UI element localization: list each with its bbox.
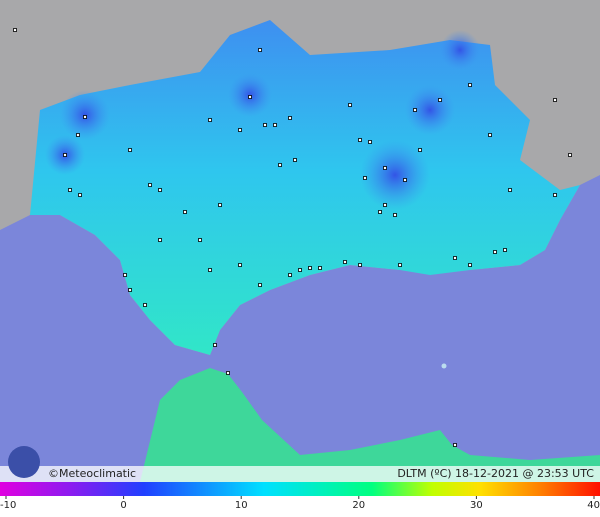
stations bbox=[13, 28, 572, 447]
station bbox=[78, 193, 82, 197]
station bbox=[308, 266, 312, 270]
station bbox=[218, 203, 222, 207]
station bbox=[238, 263, 242, 267]
station bbox=[318, 266, 322, 270]
station bbox=[438, 98, 442, 102]
station bbox=[503, 248, 507, 252]
station bbox=[378, 210, 382, 214]
station bbox=[288, 116, 292, 120]
station bbox=[143, 303, 147, 307]
station bbox=[403, 178, 407, 182]
station bbox=[553, 193, 557, 197]
logo bbox=[8, 446, 40, 478]
station bbox=[508, 188, 512, 192]
station bbox=[258, 48, 262, 52]
station bbox=[383, 166, 387, 170]
station bbox=[453, 443, 457, 447]
station bbox=[553, 98, 557, 102]
station bbox=[358, 138, 362, 142]
station bbox=[123, 273, 127, 277]
station bbox=[68, 188, 72, 192]
station bbox=[468, 263, 472, 267]
colorbar-labels-bg bbox=[0, 496, 600, 517]
station bbox=[183, 210, 187, 214]
island bbox=[441, 363, 447, 369]
station bbox=[293, 158, 297, 162]
station bbox=[348, 103, 352, 107]
station bbox=[413, 108, 417, 112]
station bbox=[198, 238, 202, 242]
station bbox=[13, 28, 17, 32]
station bbox=[226, 371, 230, 375]
station bbox=[158, 238, 162, 242]
station bbox=[128, 288, 132, 292]
colorbar-tick-label: -10 bbox=[0, 500, 16, 511]
station bbox=[393, 213, 397, 217]
station bbox=[213, 343, 217, 347]
station bbox=[343, 260, 347, 264]
colorbar-tick-label: 20 bbox=[352, 500, 365, 511]
station bbox=[83, 115, 87, 119]
station bbox=[493, 250, 497, 254]
station bbox=[383, 203, 387, 207]
station bbox=[278, 163, 282, 167]
station bbox=[568, 153, 572, 157]
colorbar-tick-label: 0 bbox=[120, 500, 126, 511]
station bbox=[63, 153, 67, 157]
station bbox=[363, 176, 367, 180]
colorbar-tick-label: 40 bbox=[587, 500, 600, 511]
caption: DLTM (ºC) 18-12-2021 @ 23:53 UTC bbox=[397, 467, 594, 480]
credit: ©Meteoclimatic bbox=[48, 467, 136, 480]
station bbox=[298, 268, 302, 272]
station bbox=[453, 256, 457, 260]
station bbox=[263, 123, 267, 127]
station bbox=[468, 83, 472, 87]
station bbox=[158, 188, 162, 192]
cold-spots bbox=[45, 30, 480, 210]
station bbox=[208, 118, 212, 122]
station bbox=[398, 263, 402, 267]
station bbox=[76, 133, 80, 137]
sea bbox=[0, 175, 600, 482]
station bbox=[208, 268, 212, 272]
station bbox=[128, 148, 132, 152]
colorbar bbox=[0, 482, 600, 496]
station bbox=[238, 128, 242, 132]
colorbar-tick-label: 10 bbox=[235, 500, 248, 511]
station bbox=[358, 263, 362, 267]
station bbox=[288, 273, 292, 277]
station bbox=[258, 283, 262, 287]
morocco bbox=[140, 368, 600, 482]
station bbox=[368, 140, 372, 144]
station bbox=[273, 123, 277, 127]
station bbox=[488, 133, 492, 137]
station bbox=[148, 183, 152, 187]
station bbox=[418, 148, 422, 152]
colorbar-tick-label: 30 bbox=[470, 500, 483, 511]
caption-bar bbox=[0, 466, 600, 482]
station bbox=[248, 95, 252, 99]
